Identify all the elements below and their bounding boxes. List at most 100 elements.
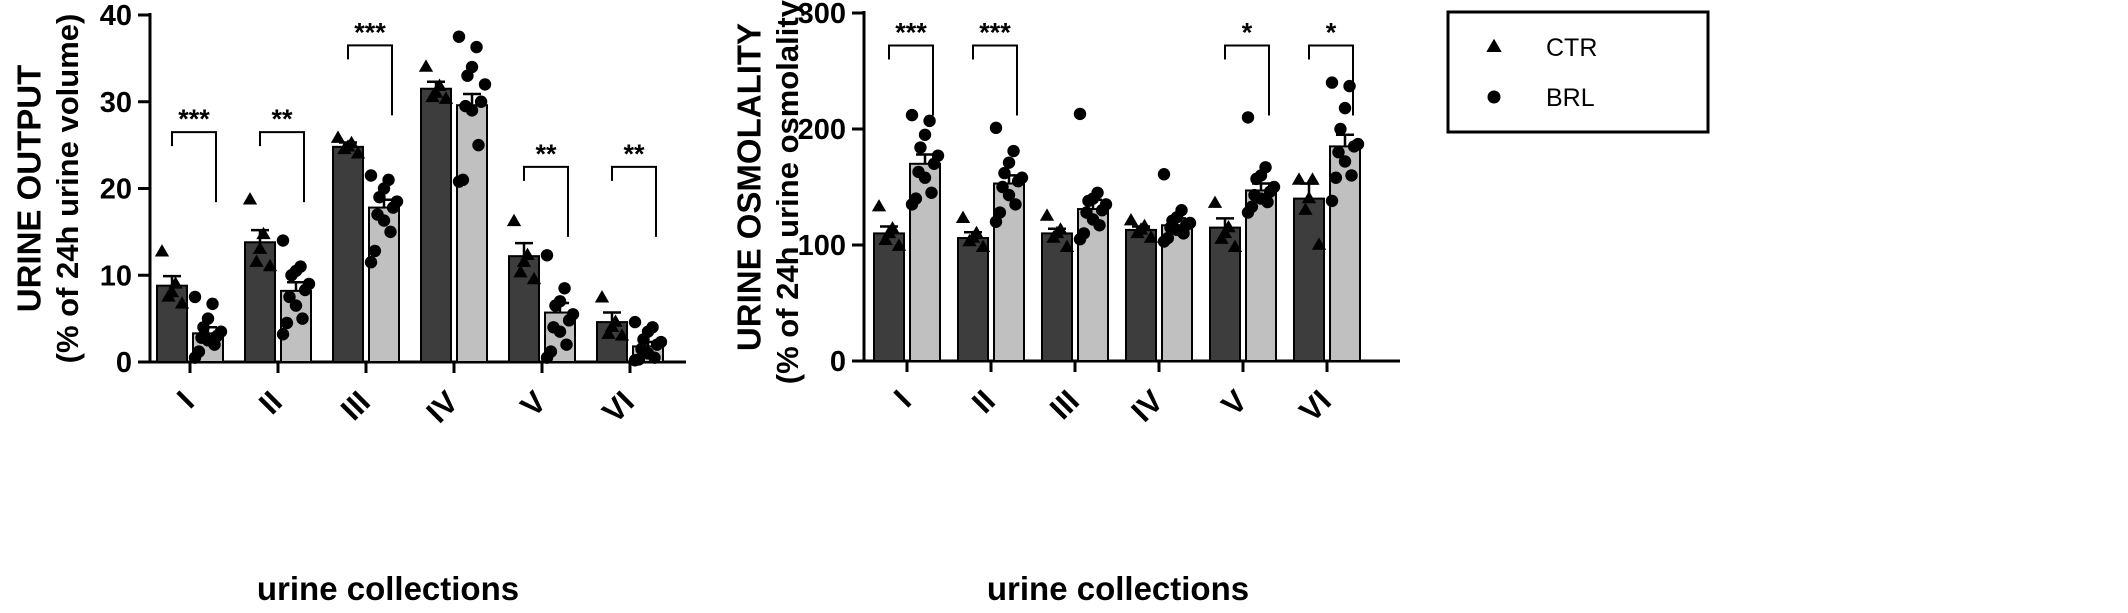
- brl-point: [650, 338, 664, 351]
- brl-point: [1002, 156, 1016, 169]
- brl-point: [1338, 155, 1352, 168]
- brl-point: [560, 338, 573, 351]
- brl-point: [1329, 171, 1343, 184]
- y-tick-label: 0: [116, 347, 132, 379]
- x-tick-label: II: [965, 383, 1002, 420]
- brl-point: [925, 186, 938, 199]
- ctr-point: [174, 296, 190, 309]
- x-tick-label: VI: [595, 384, 640, 429]
- ctr-point: [601, 326, 616, 339]
- ctr-point: [1123, 212, 1139, 226]
- significance-bracket: [347, 44, 393, 116]
- ctr-point: [168, 276, 183, 289]
- legend-ctr-marker: [1486, 38, 1502, 53]
- x-tick-label: III: [334, 384, 377, 427]
- ctr-bar: [1293, 197, 1325, 362]
- brl-point: [989, 121, 1003, 135]
- brl-point: [918, 171, 932, 184]
- brl-point: [208, 338, 221, 351]
- brl-point: [918, 128, 932, 141]
- ctr-point: [526, 271, 542, 285]
- brl-point: [914, 141, 927, 154]
- ctr-point: [1298, 202, 1313, 215]
- brl-point: [364, 256, 378, 269]
- brl-point: [549, 299, 562, 312]
- significance-bracket: [171, 131, 217, 203]
- urine-osmolality-chart: 0 100 200 300 URINE OSMOLALITY (% of 24h urin…: [731, 0, 1400, 607]
- ctr-point: [1207, 195, 1223, 208]
- ctr-point: [1143, 230, 1159, 243]
- significance-label: *: [1242, 17, 1253, 47]
- brl-point: [989, 215, 1003, 228]
- brl-point: [998, 166, 1011, 180]
- y-tick-label: 200: [798, 114, 846, 146]
- brl-point: [452, 175, 466, 188]
- brl-point: [923, 114, 936, 128]
- x-tick-label: I: [887, 383, 918, 414]
- legend-brl-marker: [1487, 90, 1501, 104]
- brl-point: [1347, 140, 1361, 153]
- y-axis-subtitle: (% of 24h urine volume): [50, 14, 85, 364]
- brl-point: [1338, 101, 1352, 115]
- significance-label: **: [535, 139, 557, 169]
- brl-point: [364, 169, 378, 182]
- brl-point: [472, 138, 485, 152]
- ctr-point: [891, 238, 907, 251]
- brl-point: [1073, 107, 1087, 121]
- y-tick-label: 20: [100, 174, 132, 206]
- brl-point: [905, 108, 919, 122]
- ctr-point: [252, 241, 268, 254]
- brl-point: [1095, 204, 1109, 217]
- legend-label: BRL: [1546, 84, 1595, 112]
- significance-label: ***: [895, 17, 927, 47]
- brl-point: [1007, 144, 1020, 158]
- brl-point: [1157, 168, 1171, 181]
- brl-point: [377, 214, 391, 227]
- brl-point: [285, 269, 298, 282]
- ctr-point: [594, 290, 610, 303]
- x-tick-label: VI: [1292, 383, 1337, 428]
- brl-point: [1241, 206, 1255, 219]
- brl-point: [553, 325, 567, 338]
- brl-bar: [1245, 189, 1277, 362]
- ctr-point: [614, 328, 630, 341]
- brl-point: [648, 351, 661, 364]
- ctr-point: [878, 232, 893, 246]
- brl-point: [1263, 185, 1277, 198]
- significance-bracket: [1224, 44, 1270, 116]
- significance-label: *: [1326, 17, 1337, 47]
- ctr-point: [1214, 231, 1229, 244]
- y-tick-label: 40: [100, 0, 132, 32]
- ctr-point: [1291, 172, 1307, 185]
- brl-point: [1011, 175, 1025, 188]
- x-tick-label: III: [1043, 383, 1086, 426]
- ctr-point: [425, 89, 440, 103]
- x-tick-label: V: [1215, 383, 1255, 423]
- legend: CTR BRL: [1446, 10, 1710, 134]
- brl-point: [1157, 235, 1171, 248]
- ctr-bar: [1041, 232, 1073, 362]
- x-axis-title: urine collections: [257, 570, 519, 607]
- ctr-point: [1130, 225, 1145, 239]
- ctr-point: [262, 258, 278, 272]
- brl-point: [558, 282, 571, 295]
- ctr-point: [1059, 239, 1075, 253]
- x-axis-title: urine collections: [987, 570, 1249, 607]
- brl-point: [562, 314, 576, 327]
- ctr-point: [1305, 172, 1320, 185]
- legend-label: CTR: [1546, 34, 1597, 62]
- ctr-point: [513, 264, 528, 278]
- brl-point: [197, 321, 210, 334]
- brl-point: [1250, 172, 1263, 186]
- y-tick-label: 300: [798, 0, 846, 30]
- ctr-bar: [420, 87, 452, 364]
- ctr-point: [506, 213, 522, 227]
- brl-point: [280, 316, 294, 330]
- brl-point: [927, 157, 941, 170]
- ctr-point: [337, 141, 352, 155]
- x-tick-label: I: [170, 384, 201, 415]
- brl-point: [276, 234, 290, 247]
- significance-label: ***: [354, 17, 386, 47]
- brl-point: [474, 95, 488, 108]
